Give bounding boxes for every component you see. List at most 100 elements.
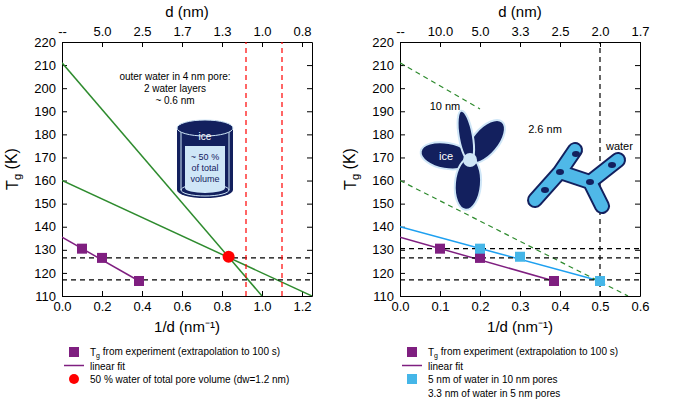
- tick-mark: [400, 250, 405, 251]
- tick-mark: [62, 42, 67, 43]
- cylinder-inner-bottom: [185, 183, 225, 193]
- tick: 0.6: [173, 291, 191, 314]
- tick-label: 150: [372, 196, 394, 211]
- line: [62, 237, 139, 281]
- tick-label: 0.0: [53, 299, 71, 314]
- cylinder-ring: [181, 132, 182, 190]
- pore-network-outline: [535, 150, 618, 206]
- x-axis: 0.00.20.40.60.81.01.2: [53, 291, 312, 314]
- tick-mark: [307, 181, 312, 182]
- tick-label: 160: [372, 173, 394, 188]
- tick: 0.4: [551, 291, 569, 314]
- legend-label: linear fit: [90, 361, 125, 372]
- x-axis: 0.00.10.20.30.40.50.6: [391, 291, 649, 314]
- tick: 5.0: [471, 24, 489, 47]
- pore-center: [463, 153, 477, 167]
- annotation: water: [605, 140, 633, 152]
- x-axis-title: 1/d (nm⁻¹): [154, 318, 220, 335]
- tick-mark: [307, 296, 312, 297]
- tick: [635, 111, 640, 112]
- tick-mark: [635, 181, 640, 182]
- reference-line: [62, 279, 312, 280]
- tick-label: 200: [34, 81, 56, 96]
- legend-label: Tg from experiment (extrapolation to 100…: [90, 346, 280, 360]
- tick-label: 1.2: [293, 299, 311, 314]
- tick-label: 0.5: [591, 299, 609, 314]
- tick-mark: [635, 65, 640, 66]
- tick-label: 140: [372, 219, 394, 234]
- tick: 0.4: [133, 291, 151, 314]
- figure: 0.00.20.40.60.81.01.2--5.02.51.71.31.00.…: [0, 0, 680, 409]
- point: [475, 244, 485, 254]
- tick-mark: [635, 42, 640, 43]
- tick-mark: [262, 42, 263, 47]
- reference-line: [281, 42, 282, 296]
- tick-mark: [62, 296, 67, 297]
- tick: 0.1: [431, 291, 449, 314]
- tick-mark: [102, 42, 103, 47]
- line: [62, 181, 312, 296]
- tick-mark: [62, 134, 67, 135]
- tick-mark: [62, 88, 67, 89]
- tick-mark: [440, 291, 441, 296]
- tick-label: --: [396, 24, 405, 39]
- tick-mark: [62, 157, 67, 158]
- tick: [635, 273, 640, 274]
- tick-label: 3.3: [511, 24, 529, 39]
- tick-mark: [400, 111, 405, 112]
- tick: 120: [34, 266, 67, 281]
- text-part: from experiment (extrapolation to 100 s): [438, 346, 618, 357]
- tick: 140: [34, 219, 67, 234]
- point: [595, 276, 605, 286]
- tick-label: 210: [34, 58, 56, 73]
- tick: 220: [372, 35, 405, 50]
- tick-label: 10.0: [428, 24, 453, 39]
- panel: 0.00.10.20.30.40.50.6--10.05.03.32.52.01…: [341, 3, 650, 399]
- tick: 2.5: [133, 24, 151, 47]
- text-part: (K): [341, 148, 358, 174]
- tick-label: 0.6: [173, 299, 191, 314]
- line: [62, 63, 262, 296]
- annotation: 2.6 nm: [528, 123, 562, 135]
- tick-label: 5.0: [93, 24, 111, 39]
- tick: [635, 204, 640, 205]
- tick: 150: [372, 196, 405, 211]
- tick-label: 1.7: [173, 24, 191, 39]
- tick-mark: [635, 134, 640, 135]
- illustration: [419, 110, 618, 211]
- legend-swatch: [402, 365, 422, 367]
- tick-label: 130: [372, 242, 394, 257]
- tick: 110: [373, 289, 405, 304]
- cylinder-ring: [181, 184, 229, 196]
- tick-mark: [520, 291, 521, 296]
- tick: 1.0: [253, 291, 271, 314]
- cylinder-body: [177, 128, 233, 190]
- tick-mark: [635, 250, 640, 251]
- tick: [307, 42, 312, 43]
- tick-mark: [635, 111, 640, 112]
- tick: [307, 250, 312, 251]
- pore-network: [535, 150, 618, 206]
- tick: [635, 88, 640, 89]
- point: [223, 251, 235, 263]
- tick: 0.8: [293, 24, 311, 47]
- tick-label: 150: [34, 196, 56, 211]
- tick-label: 0.3: [511, 299, 529, 314]
- tick: [635, 157, 640, 158]
- legend-swatch: [69, 374, 79, 384]
- tick: [635, 296, 640, 297]
- tick-label: 130: [34, 242, 56, 257]
- x2-axis-title: d (nm): [165, 3, 208, 20]
- tick-mark: [635, 157, 640, 158]
- tick: 0.8: [213, 291, 231, 314]
- tick-label: 0.2: [471, 299, 489, 314]
- tick-mark: [635, 88, 640, 89]
- panel: 0.00.20.40.60.81.01.2--5.02.51.71.31.00.…: [3, 3, 313, 385]
- tick-label: 180: [34, 127, 56, 142]
- tick: 150: [34, 196, 67, 211]
- annotation: ice: [439, 150, 453, 162]
- tick: 220: [34, 35, 67, 50]
- tick: 110: [35, 289, 67, 304]
- tick-label: 190: [34, 104, 56, 119]
- tick-mark: [222, 42, 223, 47]
